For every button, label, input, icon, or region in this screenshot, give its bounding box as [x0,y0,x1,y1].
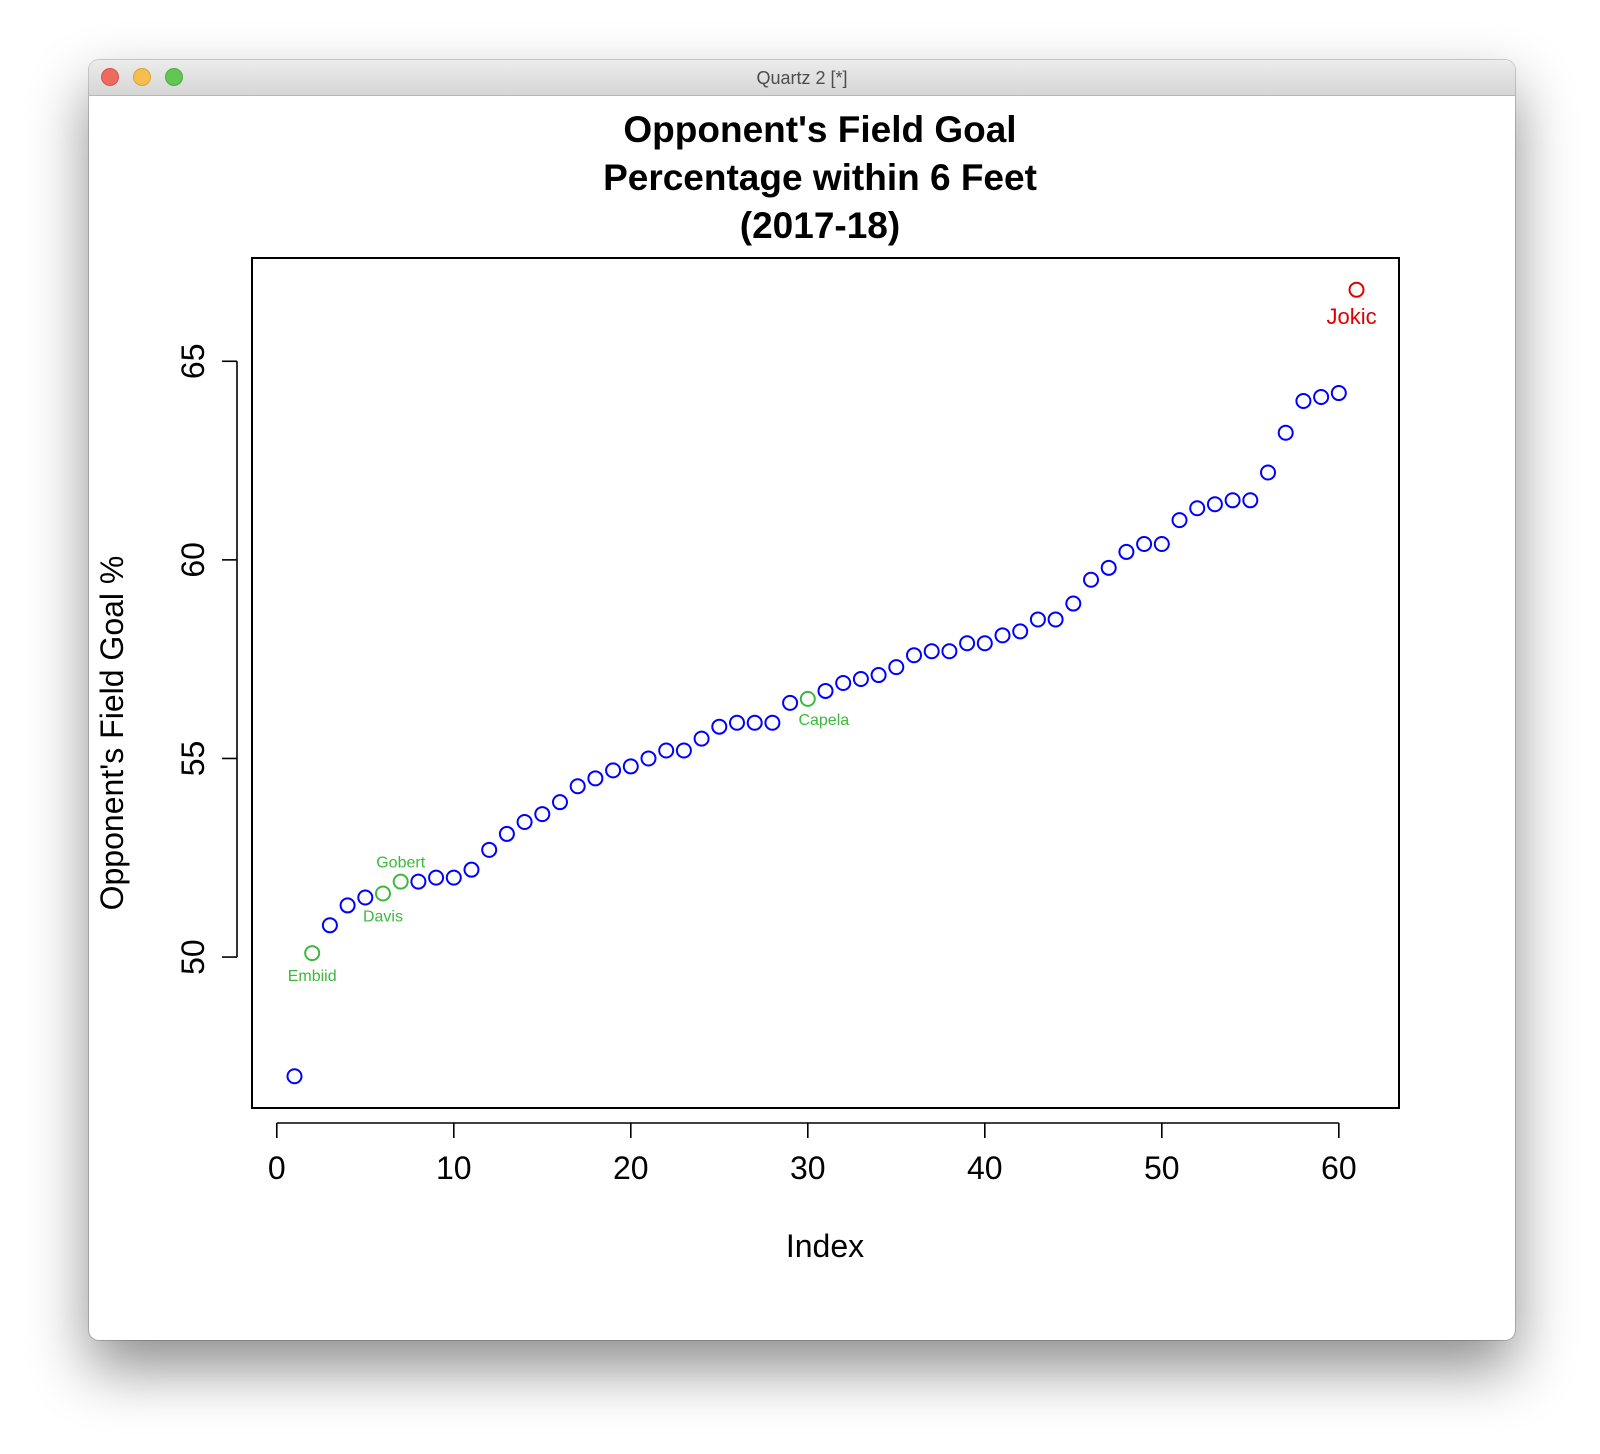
minimize-button[interactable] [133,68,151,86]
data-point [428,869,445,886]
data-point [304,945,321,962]
data-point [374,885,391,902]
data-point [1153,535,1170,552]
data-point [870,667,887,684]
point-label: Gobert [376,855,425,872]
data-point [1313,389,1330,406]
data-point [463,861,480,878]
data-point [1029,611,1046,628]
data-point [799,690,816,707]
chart-title-line: Opponent's Field Goal [623,109,1016,150]
data-point [728,714,745,731]
point-label: Jokic [1326,304,1376,329]
data-point [764,714,781,731]
data-point [906,647,923,664]
data-point [1206,496,1223,513]
data-point [516,814,533,831]
x-axis-label: Index [786,1228,864,1264]
zoom-button[interactable] [165,68,183,86]
data-point [534,806,551,823]
data-point [941,643,958,660]
data-point [1012,623,1029,640]
data-point [1065,595,1082,612]
data-point [1136,535,1153,552]
data-point [746,714,763,731]
x-tick-label: 50 [1144,1150,1180,1186]
data-point [1047,611,1064,628]
data-point [1277,424,1294,441]
data-point [835,675,852,691]
data-point [976,635,993,652]
data-point [994,627,1011,644]
data-point [357,889,374,906]
y-tick-label: 65 [175,343,211,379]
data-point [852,671,869,688]
data-point [1189,500,1206,517]
chart-title-line: (2017-18) [740,205,900,246]
data-point [410,873,427,890]
data-point [1242,492,1259,509]
data-point [569,778,586,795]
data-point [551,794,568,811]
data-point [675,742,692,759]
quartz-window: Quartz 2 [*] Opponent's Field Goal Percen… [89,60,1515,1340]
data-point [923,643,940,660]
plot-frame [251,257,1400,1109]
data-point [286,1068,303,1085]
data-point [1224,492,1241,509]
data-point [392,873,409,890]
data-point [1171,512,1188,529]
chart-title-line: Percentage within 6 Feet [603,157,1037,198]
data-point [959,635,976,652]
y-tick-label: 60 [175,542,211,578]
data-point [658,742,675,759]
x-tick-label: 10 [436,1150,472,1186]
point-label: Davis [363,909,403,926]
data-point [498,825,515,842]
point-label: Capela [798,712,849,729]
x-tick-label: 60 [1321,1150,1357,1186]
data-point [445,869,462,886]
y-axis-label: Opponent's Field Goal % [94,556,130,911]
y-tick-label: 50 [175,939,211,975]
data-point [1100,559,1117,576]
data-point [711,718,728,735]
plot-area: Opponent's Field Goal Percentage within 6… [89,95,1515,1340]
data-point [1083,571,1100,588]
data-point [1118,543,1135,560]
x-tick-label: 40 [967,1150,1003,1186]
x-tick-label: 20 [613,1150,649,1186]
data-point [693,730,710,747]
y-tick-label: 55 [175,741,211,777]
data-point [339,897,356,914]
scatter-chart: Opponent's Field Goal Percentage within 6… [94,109,1400,1264]
data-point [587,770,604,787]
data-point [782,694,799,711]
data-point [817,682,834,699]
data-point [321,917,338,934]
close-button[interactable] [101,68,119,86]
data-point [1348,281,1365,298]
data-point [1295,392,1312,409]
data-point [888,659,905,676]
x-tick-label: 30 [790,1150,826,1186]
data-point [481,841,498,858]
data-point [605,762,622,779]
data-point [1260,464,1277,481]
data-point [640,750,657,767]
window-title: Quartz 2 [*] [756,68,848,88]
window-titlebar[interactable]: Quartz 2 [*] [89,60,1515,96]
x-tick-label: 0 [268,1150,286,1186]
data-point [622,758,639,775]
point-label: Embiid [288,968,337,985]
data-point [1330,385,1347,402]
